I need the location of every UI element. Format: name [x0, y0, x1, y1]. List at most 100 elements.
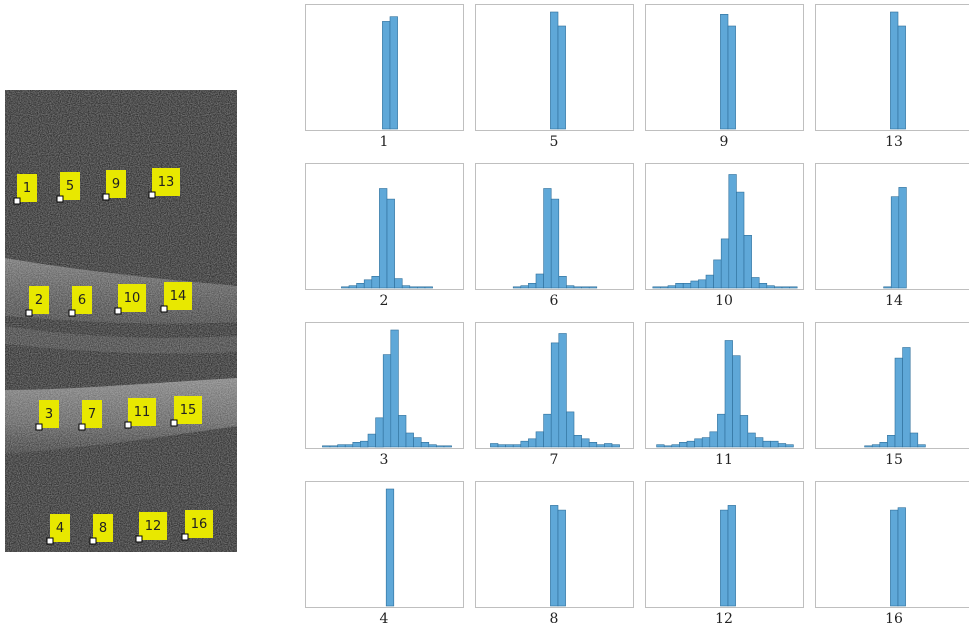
scan-image: 1 5 9 13 2 6 10 14 3 7 11 15 4 8 12 16	[5, 90, 237, 552]
histogram-bar	[341, 286, 350, 289]
histogram-bar	[694, 438, 703, 448]
histogram-bar	[909, 432, 919, 448]
histogram-bar	[588, 442, 598, 448]
histogram-bar	[409, 286, 418, 289]
histogram-bar	[386, 198, 395, 289]
histogram-bar	[356, 283, 365, 289]
histogram-bar	[528, 438, 537, 448]
histogram-4: 4	[305, 481, 464, 629]
marker-8: 8	[89, 514, 113, 545]
histogram-bar	[720, 14, 729, 130]
histogram-bar	[348, 285, 357, 289]
histogram-bar	[558, 333, 567, 448]
histogram-bar	[322, 445, 331, 448]
plot-frame	[815, 322, 969, 449]
histogram-bar	[389, 16, 398, 130]
histogram-bar	[385, 488, 395, 607]
histogram-bar	[550, 505, 559, 607]
histogram-bar	[581, 438, 590, 448]
histogram-bar	[535, 273, 544, 289]
histogram-bar	[443, 445, 452, 448]
histogram-bar	[512, 444, 522, 448]
histogram-bar	[520, 285, 529, 289]
marker-1: 1	[13, 174, 37, 205]
marker-6: 6	[68, 286, 92, 317]
histogram-bar	[675, 283, 684, 289]
histogram-bar	[573, 286, 582, 289]
histogram-bar	[420, 442, 430, 448]
marker-15: 15	[170, 396, 202, 427]
histogram-caption: 10	[715, 293, 733, 309]
histogram-bar	[394, 278, 403, 289]
histogram-bar	[890, 509, 899, 607]
histogram-bar	[550, 198, 560, 289]
histogram-bar	[720, 238, 730, 289]
histogram-bar	[424, 286, 433, 289]
marker-label: 8	[99, 521, 107, 536]
histogram-1: 1	[305, 4, 464, 152]
histogram-bar	[543, 188, 552, 289]
histogram-bar	[428, 444, 437, 448]
histogram-bar	[417, 286, 426, 289]
histogram-bar	[363, 279, 373, 289]
histogram-plot	[305, 163, 464, 290]
histogram-bar	[375, 417, 384, 448]
histogram-caption: 2	[379, 293, 389, 309]
marker-7: 7	[78, 400, 102, 431]
marker-label: 10	[124, 291, 141, 306]
histogram-plot	[815, 4, 969, 131]
histogram-bar	[550, 11, 559, 130]
histogram-8: 8	[475, 481, 634, 629]
histogram-bar	[436, 445, 445, 448]
histogram-bar	[871, 444, 881, 448]
histogram-caption: 8	[549, 611, 559, 627]
histogram-bar	[732, 355, 741, 448]
histogram-bar	[382, 21, 391, 130]
histogram-bar	[894, 357, 903, 448]
histogram-bar	[550, 342, 560, 448]
marker-label: 5	[66, 179, 74, 194]
histogram-bar	[864, 445, 873, 448]
histogram-caption: 14	[885, 293, 903, 309]
histogram-16: 16	[815, 481, 969, 629]
histogram-bar	[490, 443, 499, 448]
histogram-3: 3	[305, 322, 464, 470]
histogram-caption: 13	[885, 134, 903, 150]
histogram-bar	[736, 191, 745, 289]
histogram-plot	[645, 322, 804, 449]
histogram-bar	[743, 235, 752, 289]
marker-label: 4	[56, 521, 64, 536]
histogram-caption: 5	[549, 134, 559, 150]
histogram-bar	[405, 432, 414, 448]
histogram-bar	[660, 286, 669, 289]
histogram-bar	[717, 413, 726, 448]
histogram-bar	[652, 286, 661, 289]
histogram-bar	[785, 444, 794, 448]
histogram-caption: 4	[379, 611, 389, 627]
histogram-bar	[604, 443, 613, 448]
histogram-bar	[596, 444, 605, 448]
marker-4: 4	[46, 514, 70, 545]
marker-label: 11	[134, 405, 151, 420]
marker-label: 7	[88, 407, 96, 422]
histogram-bar	[701, 437, 711, 448]
marker-10: 10	[114, 284, 146, 315]
histogram-plot	[815, 481, 969, 608]
histogram-bar	[727, 505, 736, 607]
histogram-bar	[686, 440, 695, 448]
histogram-caption: 15	[885, 452, 903, 468]
marker-5: 5	[56, 172, 80, 203]
histogram-caption: 16	[885, 611, 903, 627]
marker-label: 15	[180, 403, 197, 418]
histogram-bar	[728, 174, 737, 289]
histogram-bar	[398, 415, 407, 448]
histogram-bar	[766, 285, 775, 289]
histogram-bar	[898, 187, 907, 289]
histogram-bar	[535, 431, 544, 448]
histogram-caption: 12	[715, 611, 733, 627]
histogram-bar	[573, 435, 582, 448]
marker-label: 16	[191, 517, 208, 532]
histogram-bar	[713, 259, 722, 289]
histogram-bar	[588, 286, 598, 289]
histogram-bar	[656, 444, 665, 448]
